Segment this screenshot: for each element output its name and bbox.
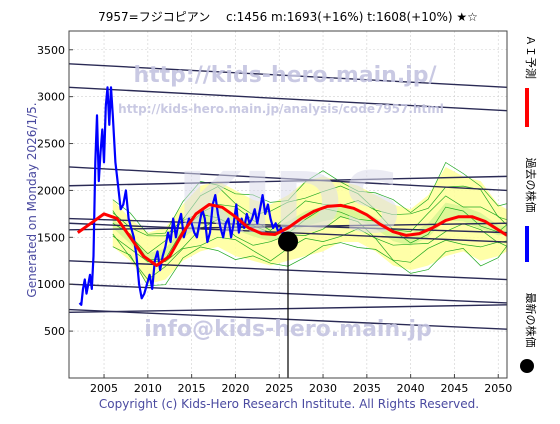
band-line <box>112 228 507 281</box>
band-line <box>112 206 507 261</box>
x-tick-label: 2025 <box>265 382 293 395</box>
x-tick-label: 2050 <box>484 382 512 395</box>
series-past-price <box>78 86 288 306</box>
axis-ticks: 500 1000 1500 2000 2500 3000 3500 2005 2010 2015 2… <box>37 44 512 395</box>
y-tick-label: 2000 <box>37 184 65 197</box>
copyright-footer: Copyright (c) Kids-Hero Research Institu… <box>99 397 479 411</box>
chart-title: 7957=フジコピアン c:1456 m:1693(+16%) t:1608(+… <box>98 10 478 24</box>
band-line <box>112 242 507 287</box>
y-tick-label: 3000 <box>37 91 65 104</box>
legend-past-label: 過去の株価 <box>524 158 538 213</box>
x-tick-label: 2010 <box>134 382 162 395</box>
trend-line <box>69 175 507 187</box>
latest-price-dot <box>278 231 298 252</box>
legend-latest-label: 最新の株価 <box>524 293 538 348</box>
y-tick-label: 500 <box>44 325 65 338</box>
x-tick-label: 2040 <box>397 382 425 395</box>
x-tick-label: 2030 <box>309 382 337 395</box>
legend-ai-label: ＡＩ予測 <box>524 35 538 79</box>
x-tick-label: 2035 <box>353 382 381 395</box>
trend-line <box>69 63 507 88</box>
trend-line <box>69 166 507 192</box>
trend-line <box>69 86 507 112</box>
watermark-url-small: http://kids-hero.main.jp/analysis/code79… <box>118 102 444 116</box>
plot-frame <box>68 30 508 379</box>
latest-marker <box>278 231 298 378</box>
series <box>76 86 507 306</box>
y-tick-label: 1000 <box>37 278 65 291</box>
trend-line <box>69 217 507 234</box>
x-tick-label: 2015 <box>178 382 206 395</box>
band-line <box>112 161 507 235</box>
y-tick-label: 1500 <box>37 231 65 244</box>
x-tick-label: 2005 <box>90 382 118 395</box>
y-tick-label: 2500 <box>37 138 65 151</box>
x-tick-label: 2020 <box>221 382 249 395</box>
legend-latest-dot <box>520 359 534 373</box>
band-line <box>112 195 507 255</box>
watermark-url: http://kids-hero.main.jp/ <box>133 63 437 88</box>
x-tick-label: 2045 <box>440 382 468 395</box>
y-tick-label: 3500 <box>37 44 65 57</box>
legend: ＡＩ予測 過去の株価 最新の株価 <box>520 35 538 373</box>
generated-label: Generated on Monday 2026/1/5. <box>25 102 39 297</box>
series-ai-prediction <box>76 203 507 267</box>
